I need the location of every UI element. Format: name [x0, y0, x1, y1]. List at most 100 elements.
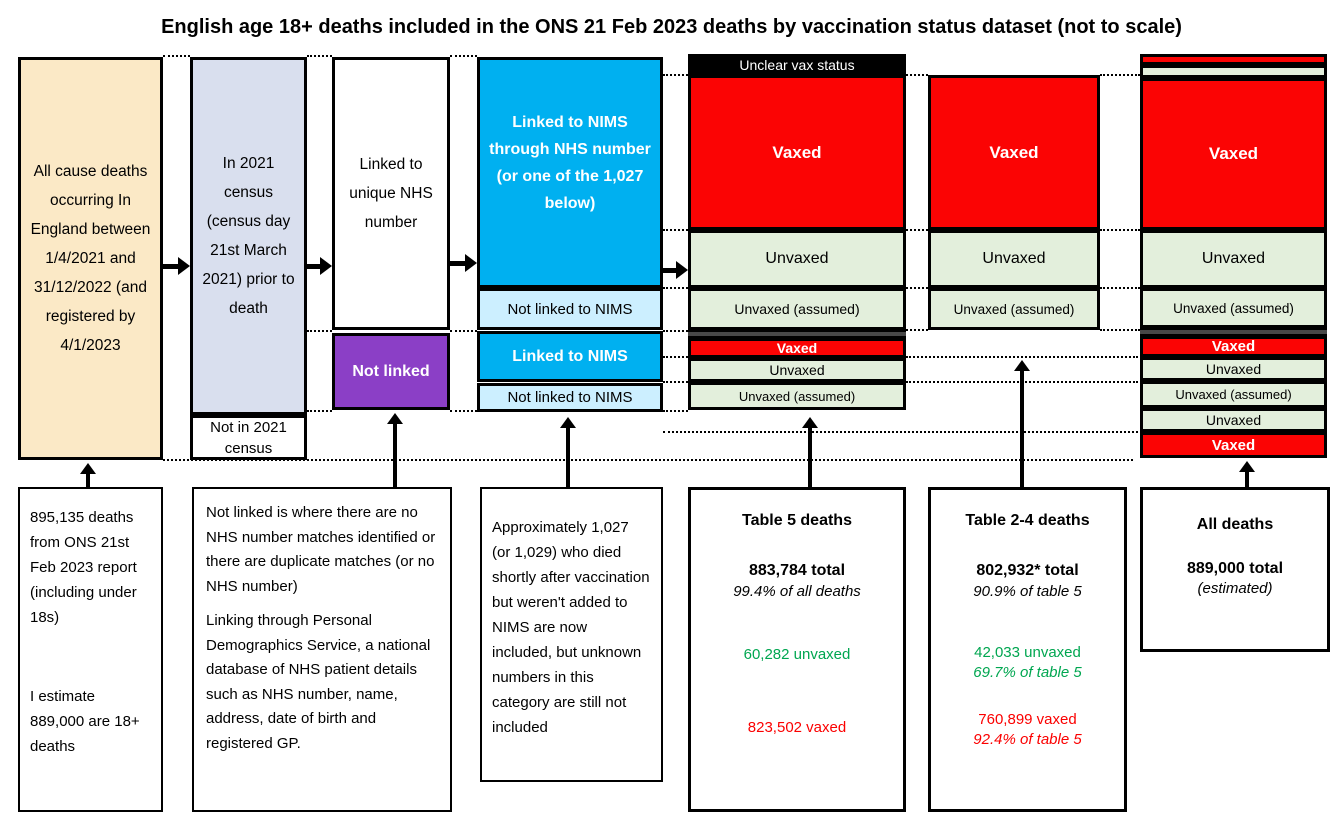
- dotted-line: [663, 356, 688, 358]
- nhs-linked-text: Linked to unique NHS number: [349, 156, 433, 231]
- dotted-line: [906, 229, 928, 231]
- arrow-nimsnote-to-nims: [560, 417, 576, 487]
- all-deaths-note: (estimated): [1197, 580, 1273, 597]
- arrow-census-to-nhs: [307, 257, 332, 275]
- t5-unvaxed-label: Unvaxed: [765, 250, 829, 267]
- all-vaxed-3-segment: Vaxed: [1140, 432, 1327, 458]
- dotted-line: [450, 410, 477, 412]
- dotted-line: [307, 55, 332, 57]
- all-vaxed-label: Vaxed: [1208, 144, 1259, 163]
- t5-vaxed-label: Vaxed: [772, 142, 822, 162]
- not-linked-p1: Not linked is where there are no NHS num…: [206, 504, 436, 595]
- not-in-census-box: Not in 2021 census: [190, 415, 307, 460]
- all-unvaxed-3-segment: Unvaxed: [1140, 408, 1327, 432]
- table24-total-pct: 90.9% of table 5: [973, 583, 1082, 600]
- dotted-line: [663, 431, 1138, 433]
- dotted-line: [906, 287, 928, 289]
- not-linked-p2: Linking through Personal Demographics Se…: [206, 612, 431, 752]
- dotted-line: [450, 330, 477, 332]
- dotted-line: [307, 410, 332, 412]
- arrow-nhs-to-nims: [450, 254, 477, 272]
- table5-total: 883,784 total: [748, 562, 846, 579]
- arrow-alldeathsnote-to-bar: [1239, 461, 1255, 487]
- table24-unvaxed: 42,033 unvaxed: [974, 644, 1081, 661]
- nims-not-linked-box-2: Not linked to NIMS: [477, 383, 663, 412]
- table24-unvaxed-pct: 69.7% of table 5: [973, 664, 1082, 681]
- table24-summary: Table 2-4 deaths 802,932* total 90.9% of…: [928, 487, 1127, 812]
- page-title: English age 18+ deaths included in the O…: [161, 16, 1182, 38]
- unclear-vax-text: Unclear vax status: [739, 56, 855, 73]
- table5-title: Table 5 deaths: [742, 512, 852, 529]
- nims-linked-text: Linked to NIMS through NHS number (or on…: [489, 113, 651, 212]
- all-unvaxed-2-label: Unvaxed: [1205, 361, 1262, 377]
- all-unvaxed-assumed-label: Unvaxed (assumed): [1173, 300, 1294, 316]
- dotted-line: [1100, 329, 1140, 331]
- t24-unvaxed-assumed-segment: Unvaxed (assumed): [928, 288, 1100, 330]
- dotted-line: [906, 356, 1138, 358]
- t5-unvaxed-assumed-2-label: Unvaxed (assumed): [738, 388, 856, 404]
- t24-vaxed-label: Vaxed: [989, 142, 1039, 162]
- dotted-line: [663, 410, 688, 412]
- nims-inclusion-note: Approximately 1,027 (or 1,029) who died …: [480, 487, 663, 782]
- ons-report-p2: I estimate 889,000 are 18+ deaths: [30, 688, 140, 755]
- t5-vaxed-2-label: Vaxed: [776, 340, 818, 356]
- t5-vaxed-2-segment: Vaxed: [688, 338, 906, 358]
- in-census-box: In 2021 census (census day 21st March 20…: [190, 57, 307, 415]
- table5-summary: Table 5 deaths 883,784 total 99.4% of al…: [688, 487, 906, 812]
- all-section-divider: [1140, 328, 1327, 336]
- nhs-linked-box: Linked to unique NHS number: [332, 57, 450, 330]
- arrow-onsnote-to-allcause: [80, 463, 96, 487]
- t5-unvaxed-segment: Unvaxed: [688, 230, 906, 288]
- all-vaxed-2-label: Vaxed: [1211, 338, 1256, 355]
- t5-unvaxed-2-label: Unvaxed: [769, 362, 825, 378]
- all-cause-text: All cause deaths occurring In England be…: [30, 163, 151, 354]
- dotted-line: [906, 329, 928, 331]
- all-top-red-strip: [1140, 54, 1327, 65]
- nims-linked-text-2: Linked to NIMS: [512, 347, 628, 365]
- not-linked-note: Not linked is where there are no NHS num…: [192, 487, 452, 812]
- dotted-line: [1100, 74, 1140, 76]
- all-vaxed-2-segment: Vaxed: [1140, 336, 1327, 357]
- dotted-line: [1100, 229, 1140, 231]
- t5-unvaxed-assumed-label: Unvaxed (assumed): [734, 301, 860, 317]
- all-deaths-title: All deaths: [1196, 516, 1274, 533]
- all-unvaxed-segment: Unvaxed: [1140, 230, 1327, 288]
- dotted-line: [450, 55, 477, 57]
- table24-vaxed: 760,899 vaxed: [978, 711, 1077, 728]
- dotted-line: [663, 74, 688, 76]
- arrow-allcause-to-census: [163, 257, 190, 275]
- t5-unvaxed-assumed-segment: Unvaxed (assumed): [688, 288, 906, 330]
- t5-unvaxed-2-segment: Unvaxed: [688, 358, 906, 382]
- all-unvaxed-2-segment: Unvaxed: [1140, 357, 1327, 381]
- table24-total: 802,932* total: [976, 562, 1079, 579]
- t5-vaxed-segment: Vaxed: [688, 75, 906, 230]
- nims-not-linked-text-2: Not linked to NIMS: [507, 389, 633, 406]
- all-vaxed-3-label: Vaxed: [1211, 436, 1256, 454]
- t24-unvaxed-assumed-label: Unvaxed (assumed): [953, 301, 1075, 317]
- dotted-line: [1100, 287, 1140, 289]
- nims-not-linked-box-1: Not linked to NIMS: [477, 288, 663, 330]
- ons-report-note: 895,135 deaths from ONS 21st Feb 2023 re…: [18, 487, 163, 812]
- t24-unvaxed-segment: Unvaxed: [928, 230, 1100, 288]
- t5-section-divider: [688, 330, 906, 338]
- all-deaths-summary: All deaths 889,000 total (estimated): [1140, 487, 1330, 652]
- all-unvaxed-label: Unvaxed: [1201, 250, 1266, 267]
- table5-unvaxed: 60,282 unvaxed: [743, 646, 851, 663]
- nims-inclusion-p1: Approximately 1,027 (or 1,029) who died …: [492, 519, 650, 736]
- dotted-line: [663, 287, 688, 289]
- all-unvaxed-3-label: Unvaxed: [1205, 412, 1262, 428]
- all-unvaxed-assumed-2-label: Unvaxed (assumed): [1175, 387, 1292, 402]
- all-vaxed-segment: Vaxed: [1140, 78, 1327, 230]
- dotted-line: [906, 74, 928, 76]
- all-unvaxed-assumed-2-segment: Unvaxed (assumed): [1140, 381, 1327, 408]
- in-census-text: In 2021 census (census day 21st March 20…: [202, 155, 295, 317]
- all-cause-box: All cause deaths occurring In England be…: [18, 57, 163, 460]
- table5-vaxed: 823,502 vaxed: [747, 719, 847, 736]
- unclear-vax-header: Unclear vax status: [688, 54, 906, 75]
- nims-not-linked-text-1: Not linked to NIMS: [507, 300, 633, 318]
- nims-linked-box-2: Linked to NIMS: [477, 331, 663, 382]
- t5-unvaxed-assumed-2-segment: Unvaxed (assumed): [688, 382, 906, 410]
- dotted-line: [163, 55, 190, 57]
- all-top-green-strip: [1140, 65, 1327, 78]
- arrow-nims-to-table5: [663, 261, 688, 279]
